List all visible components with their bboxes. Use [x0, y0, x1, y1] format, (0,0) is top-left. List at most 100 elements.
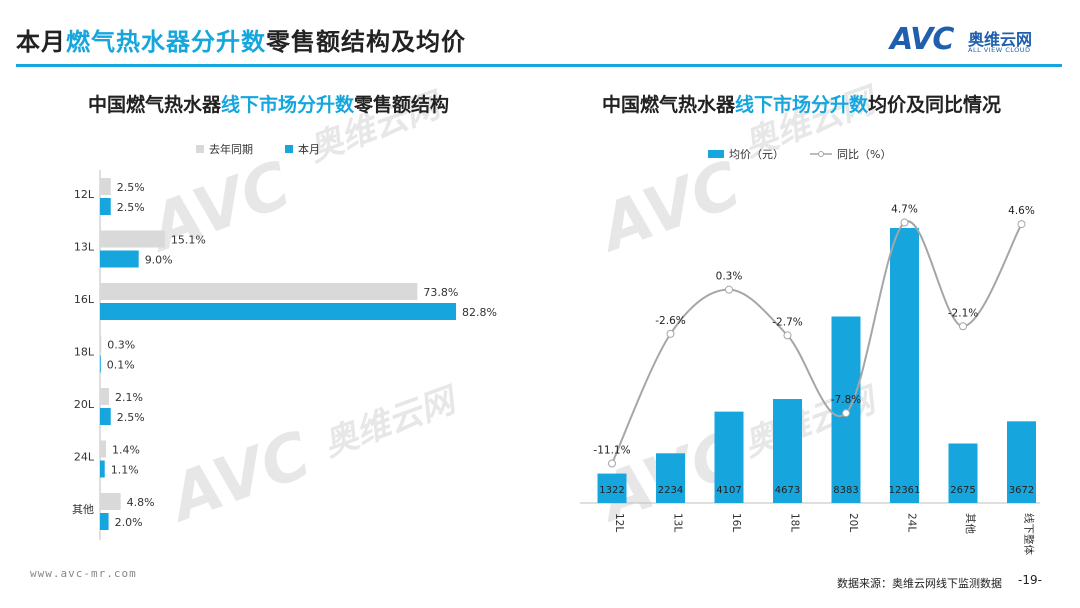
right-chart-title: 中国燃气热水器线下市场分升数均价及同比情况: [602, 94, 1002, 116]
data-label: 2.5%: [117, 181, 145, 194]
avc-logo: AVC 奥维云网 ALL VIEW CLOUD: [890, 22, 1060, 57]
data-label: 82.8%: [462, 306, 497, 319]
bar: [100, 250, 139, 268]
column-value-label: 4673: [775, 485, 800, 496]
yoy-label: 4.7%: [891, 204, 918, 216]
data-label: 9.0%: [145, 254, 173, 267]
yoy-label: -2.1%: [948, 307, 978, 319]
yoy-point: [959, 322, 967, 331]
bar: [100, 388, 110, 405]
yoy-label: -2.7%: [772, 316, 802, 328]
column-bar: [773, 399, 802, 503]
logo-english-name: ALL VIEW CLOUD: [968, 46, 1031, 54]
page-title-suffix: 零售额结构及均价: [266, 28, 466, 56]
column-value-label: 3672: [1009, 485, 1034, 496]
bar: [100, 440, 107, 458]
data-source: 数据来源：奥维云网线下监测数据: [837, 577, 1002, 590]
legend-label-yoy: 同比（%）: [837, 148, 892, 161]
left-chart-title: 中国燃气热水器线下市场分升数零售额结构: [88, 94, 450, 116]
category-label: 20L: [847, 513, 859, 532]
footer-url: www.avc-mr.com: [30, 567, 137, 580]
page-title: 本月燃气热水器分升数零售额结构及均价: [16, 22, 466, 57]
category-label: 16L: [730, 513, 742, 532]
page-title-highlight: 燃气热水器分升数: [66, 28, 266, 56]
bar: [100, 303, 457, 320]
left-bar-chart: 12L 2.5% 2.5% 13L 15.1% 9.0% 16L 73.8% 82.8% 18L 0…: [72, 170, 497, 540]
column-bar: [890, 228, 919, 503]
bar: [100, 230, 165, 248]
bar: [100, 513, 109, 530]
category-label: 24L: [74, 451, 95, 464]
legend-label-this-month: 本月: [298, 143, 320, 156]
column-bar: [948, 443, 978, 503]
category-label: 其他: [72, 503, 94, 516]
logo-mark: AVC: [890, 22, 954, 57]
yoy-label: 4.6%: [1008, 205, 1035, 217]
bar: [100, 283, 418, 300]
category-label: 12L: [613, 513, 625, 532]
column-bar: [656, 453, 685, 503]
column-value-label: 8383: [833, 485, 858, 496]
bar: [100, 493, 121, 510]
column-bar: [714, 411, 744, 503]
left-chart-legend: 去年同期 本月: [196, 141, 352, 157]
legend-swatch-last-year: [196, 145, 204, 153]
data-label: 4.8%: [127, 496, 155, 509]
data-label: 73.8%: [423, 286, 458, 299]
yoy-label: -2.6%: [655, 315, 685, 327]
yoy-point: [666, 329, 675, 338]
legend-item-this-month: 本月: [285, 141, 320, 157]
right-combo-chart: 1322 12L 2234 13L 4107 16L 4673 18L 8383 20L 12361…: [580, 204, 1040, 555]
bar: [100, 335, 102, 353]
yoy-point: [900, 218, 909, 227]
data-label: 1.4%: [112, 444, 140, 457]
category-label: 20L: [74, 398, 95, 411]
yoy-point: [725, 285, 733, 294]
category-label: 24L: [906, 513, 918, 532]
data-label: 0.3%: [107, 339, 135, 352]
data-label: 1.1%: [111, 464, 139, 477]
category-label: 12L: [74, 188, 95, 201]
category-label: 13L: [672, 513, 684, 532]
data-label: 2.5%: [117, 201, 145, 214]
data-label: 0.1%: [107, 359, 135, 372]
column-bar: [597, 473, 627, 503]
column-value-label: 4107: [716, 485, 741, 496]
right-chart-legend: 均价（元） 同比（%）: [708, 146, 917, 162]
bar: [100, 178, 111, 195]
legend-swatch-this-month: [285, 145, 293, 153]
data-label: 2.1%: [115, 391, 143, 404]
legend-item-last-year: 去年同期: [196, 141, 253, 157]
title-divider: [16, 64, 1062, 67]
category-label: 18L: [74, 346, 95, 359]
bar: [100, 408, 111, 425]
bar: [100, 198, 111, 215]
legend-label-last-year: 去年同期: [209, 143, 253, 156]
yoy-point: [608, 459, 616, 468]
data-label: 15.1%: [171, 234, 206, 247]
category-label: 18L: [789, 513, 801, 532]
category-label: 其他: [964, 513, 977, 534]
data-label: 2.5%: [117, 411, 145, 424]
category-label: 线下整体: [1023, 513, 1036, 555]
legend-label-avg-price: 均价（元）: [729, 148, 784, 161]
column-value-label: 12361: [889, 485, 921, 496]
column-value-label: 1322: [599, 485, 624, 496]
column-value-label: 2234: [658, 485, 683, 496]
bar: [100, 460, 105, 478]
category-label: 13L: [74, 241, 95, 254]
legend-item-yoy: 同比（%）: [810, 146, 891, 162]
page-number: -19-: [1018, 573, 1042, 587]
logo-chinese-name: 奥维云网: [968, 30, 1033, 49]
yoy-label: 0.3%: [716, 271, 743, 283]
yoy-point: [842, 409, 850, 418]
yoy-point: [783, 331, 792, 340]
legend-item-avg-price: 均价（元）: [708, 146, 784, 162]
column-value-label: 2675: [950, 485, 975, 496]
legend-swatch-yoy: [810, 151, 832, 157]
page-title-prefix: 本月: [16, 28, 66, 56]
yoy-label: -11.1%: [593, 445, 630, 457]
category-label: 16L: [74, 293, 95, 306]
yoy-label: -7.8%: [831, 394, 861, 406]
legend-swatch-avg-price: [708, 150, 724, 158]
